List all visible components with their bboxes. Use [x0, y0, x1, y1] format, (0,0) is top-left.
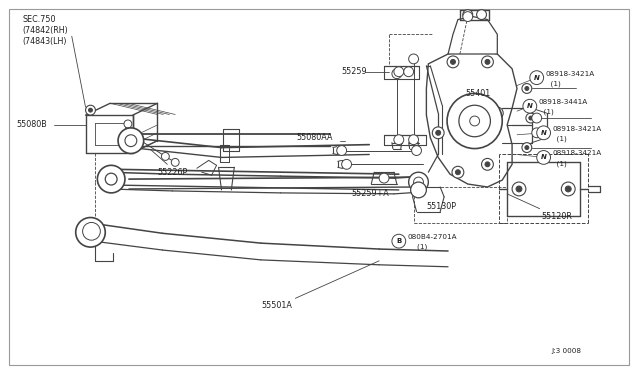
Text: 55501A: 55501A	[261, 301, 292, 310]
Circle shape	[463, 12, 473, 22]
Circle shape	[447, 93, 502, 148]
Circle shape	[532, 128, 541, 138]
Circle shape	[172, 158, 179, 166]
Text: (1): (1)	[552, 160, 567, 167]
Text: (74843(LH): (74843(LH)	[22, 37, 67, 46]
Circle shape	[118, 128, 143, 154]
Circle shape	[495, 110, 500, 116]
Circle shape	[459, 105, 490, 137]
Circle shape	[342, 160, 351, 169]
Circle shape	[409, 172, 428, 192]
Circle shape	[436, 130, 441, 135]
Circle shape	[522, 84, 532, 93]
Text: 55259: 55259	[342, 67, 367, 76]
Text: N: N	[527, 103, 532, 109]
Circle shape	[76, 218, 105, 247]
Circle shape	[526, 113, 536, 123]
Circle shape	[432, 127, 444, 139]
Circle shape	[529, 116, 532, 120]
Text: N: N	[541, 154, 547, 160]
Text: 08918-3421A: 08918-3421A	[552, 151, 602, 157]
Circle shape	[481, 158, 493, 170]
Text: J:3 0008: J:3 0008	[552, 349, 582, 355]
Text: 55130P: 55130P	[426, 202, 456, 211]
Circle shape	[537, 126, 550, 140]
Circle shape	[537, 151, 550, 164]
Circle shape	[451, 60, 456, 64]
Circle shape	[532, 113, 541, 123]
Text: 080B4-2701A: 080B4-2701A	[408, 234, 458, 240]
Circle shape	[522, 142, 532, 153]
Circle shape	[530, 71, 543, 84]
Text: 55080AA: 55080AA	[296, 133, 333, 142]
Circle shape	[447, 56, 459, 68]
Circle shape	[86, 105, 95, 115]
Text: (74842(RH): (74842(RH)	[22, 26, 68, 35]
Circle shape	[411, 182, 426, 198]
Circle shape	[492, 107, 503, 119]
Polygon shape	[426, 49, 517, 187]
Circle shape	[456, 170, 460, 175]
Circle shape	[516, 186, 522, 192]
Circle shape	[463, 10, 473, 19]
Text: SEC.750: SEC.750	[22, 15, 56, 24]
Circle shape	[565, 186, 571, 192]
Circle shape	[124, 120, 132, 128]
Circle shape	[485, 60, 490, 64]
Circle shape	[97, 165, 125, 193]
Circle shape	[86, 228, 95, 236]
Circle shape	[124, 130, 132, 138]
Text: N: N	[541, 130, 547, 136]
Circle shape	[485, 162, 490, 167]
Circle shape	[412, 145, 422, 155]
Text: N: N	[534, 75, 540, 81]
Text: (1): (1)	[545, 80, 561, 87]
Circle shape	[392, 234, 406, 248]
Circle shape	[561, 182, 575, 196]
Circle shape	[404, 67, 413, 77]
Circle shape	[105, 173, 117, 185]
Text: 55226P: 55226P	[157, 168, 188, 177]
Circle shape	[337, 145, 347, 155]
Circle shape	[394, 135, 404, 145]
Text: 08918-3421A: 08918-3421A	[545, 71, 595, 77]
Text: 55259+A: 55259+A	[351, 189, 389, 198]
Circle shape	[523, 99, 537, 113]
Circle shape	[409, 135, 419, 145]
Circle shape	[477, 10, 486, 19]
Text: 08918-3441A: 08918-3441A	[539, 99, 588, 105]
Circle shape	[525, 145, 529, 150]
Circle shape	[512, 182, 526, 196]
Circle shape	[481, 56, 493, 68]
Circle shape	[161, 153, 170, 160]
Circle shape	[83, 222, 100, 240]
Text: 55080B: 55080B	[17, 121, 47, 129]
Circle shape	[125, 135, 137, 147]
Circle shape	[409, 54, 419, 64]
Circle shape	[392, 69, 402, 78]
Circle shape	[452, 166, 464, 178]
Circle shape	[413, 177, 424, 187]
Circle shape	[394, 67, 404, 77]
Circle shape	[84, 225, 97, 239]
Text: 08918-3421A: 08918-3421A	[552, 126, 602, 132]
Circle shape	[470, 116, 479, 126]
Text: 55120R: 55120R	[541, 212, 573, 221]
Polygon shape	[448, 17, 497, 54]
Text: 55401: 55401	[466, 89, 491, 98]
Text: (1): (1)	[539, 109, 554, 115]
Circle shape	[525, 87, 529, 90]
Text: (1): (1)	[552, 135, 567, 142]
Text: (1): (1)	[408, 244, 427, 250]
Text: B: B	[396, 238, 401, 244]
Circle shape	[379, 173, 389, 183]
Circle shape	[88, 108, 92, 112]
